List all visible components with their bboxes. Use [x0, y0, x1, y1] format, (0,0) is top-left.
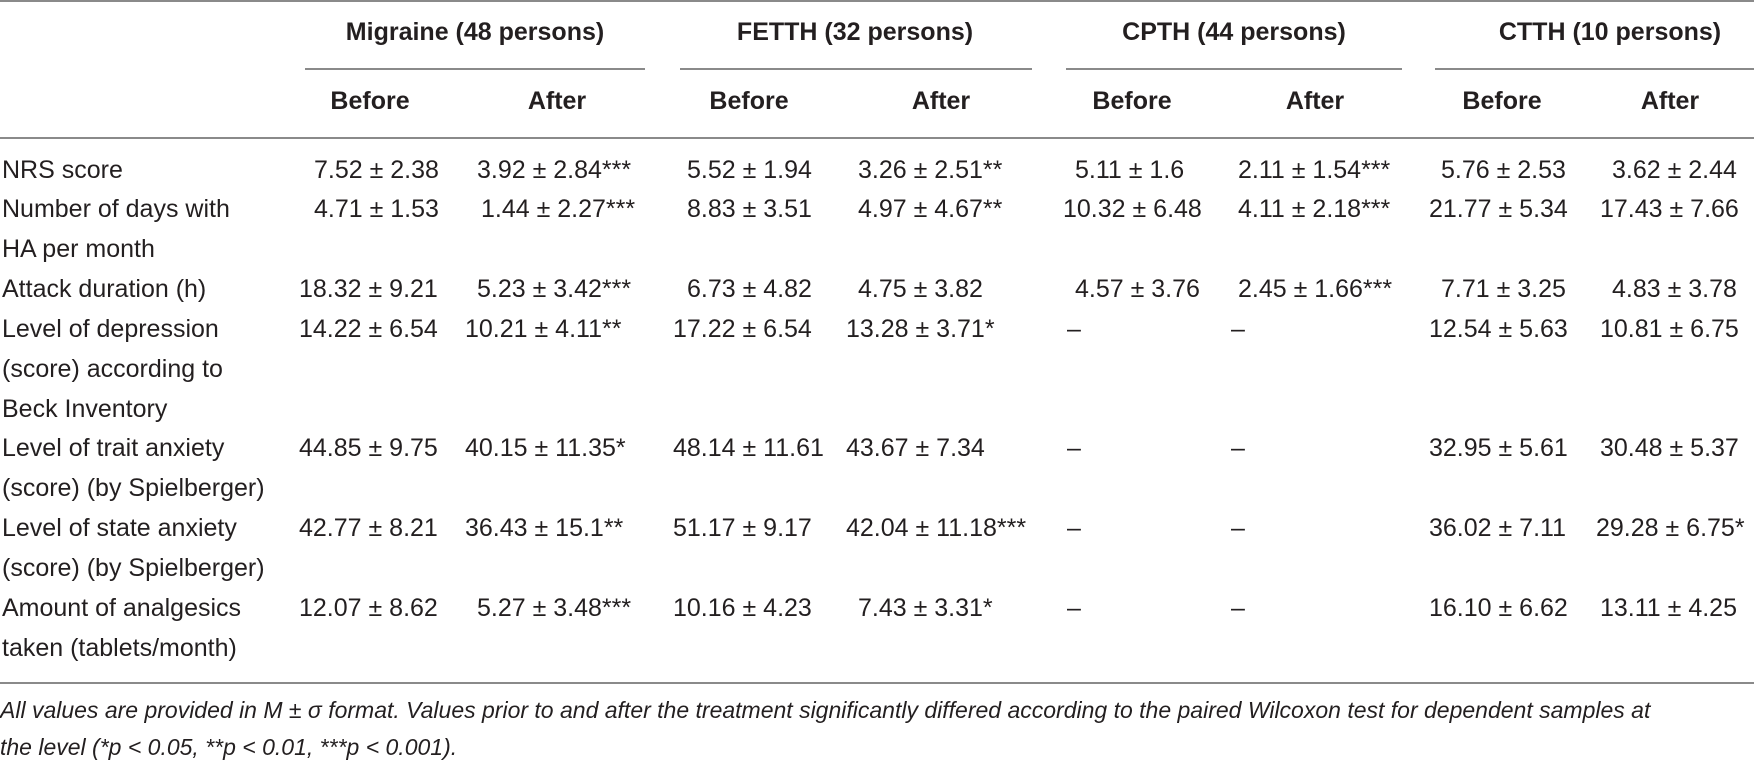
- table-cell: –: [1067, 514, 1081, 542]
- table-cell: 12.07 ± 8.62: [299, 594, 438, 622]
- row-label: Attack duration (h): [2, 275, 207, 303]
- subheader-migraine-after: After: [527, 87, 587, 115]
- table-cell: 10.16 ± 4.23: [673, 594, 812, 622]
- table-cell: 5.23 ± 3.42***: [477, 275, 632, 303]
- table-cell: 5.76 ± 2.53: [1441, 156, 1566, 184]
- subheader-ctth-before: Before: [1462, 87, 1542, 115]
- footnote-line: All values are provided in M ± σ format.…: [0, 697, 1651, 723]
- table-cell: 3.62 ± 2.44: [1612, 156, 1737, 184]
- footnote-line: the level (*p < 0.05, **p < 0.01, ***p <…: [0, 734, 458, 760]
- table-cell: 6.73 ± 4.82: [687, 275, 812, 303]
- subheader-migraine-before: Before: [330, 87, 410, 115]
- table-cell: 4.11 ± 2.18***: [1238, 195, 1391, 223]
- group-rule-fetth: [680, 68, 1032, 70]
- table-cell: 51.17 ± 9.17: [673, 514, 812, 542]
- table-cell: 5.11 ± 1.6: [1075, 156, 1185, 184]
- table-cell: 42.04 ± 11.18***: [846, 514, 1027, 542]
- table-cell: 7.52 ± 2.38: [314, 156, 439, 184]
- group-rule-migraine: [305, 68, 645, 70]
- table-cell: 42.77 ± 8.21: [299, 514, 438, 542]
- subheader-cpth-before: Before: [1092, 87, 1172, 115]
- row-label: Level of state anxiety: [2, 514, 237, 542]
- row-label: Amount of analgesics: [2, 594, 242, 622]
- table-cell: 13.11 ± 4.25: [1600, 594, 1737, 622]
- group-rule-cpth: [1066, 68, 1402, 70]
- table-cell: 36.43 ± 15.1**: [465, 514, 624, 542]
- table-cell: 7.71 ± 3.25: [1441, 275, 1566, 303]
- header-bottom-rule: [0, 137, 1754, 139]
- table-cell: 17.43 ± 7.66: [1600, 195, 1739, 223]
- table-cell: –: [1231, 594, 1245, 622]
- table-cell: 48.14 ± 11.61: [673, 434, 824, 462]
- table-cell: 43.67 ± 7.34: [846, 434, 985, 462]
- table-cell: 30.48 ± 5.37: [1600, 434, 1739, 462]
- row-label: (score) according to: [2, 355, 223, 383]
- table-cell: 2.45 ± 1.66***: [1238, 275, 1393, 303]
- table-cell: 13.28 ± 3.71*: [846, 315, 995, 343]
- group-header-ctth: CTTH (10 persons): [1498, 18, 1722, 46]
- subheader-fetth-before: Before: [709, 87, 789, 115]
- row-label: Number of days with: [2, 195, 230, 223]
- group-header-fetth: FETTH (32 persons): [736, 18, 974, 46]
- table-cell: 32.95 ± 5.61: [1429, 434, 1568, 462]
- table-cell: 29.28 ± 6.75*: [1596, 514, 1745, 542]
- table-cell: 14.22 ± 6.54: [299, 315, 438, 343]
- table-cell: –: [1067, 594, 1081, 622]
- group-rule-ctth: [1435, 68, 1754, 70]
- row-label: NRS score: [2, 156, 123, 184]
- table-cell: 10.32 ± 6.48: [1063, 195, 1202, 223]
- table-cell: 4.83 ± 3.78: [1612, 275, 1737, 303]
- table-cell: 7.43 ± 3.31*: [858, 594, 993, 622]
- table-cell: 17.22 ± 6.54: [673, 315, 812, 343]
- table-cell: 5.52 ± 1.94: [687, 156, 812, 184]
- row-label: Level of depression: [2, 315, 219, 343]
- table-cell: 4.57 ± 3.76: [1075, 275, 1200, 303]
- table-cell: –: [1067, 434, 1081, 462]
- table-cell: 18.32 ± 9.21: [299, 275, 438, 303]
- table-cell: –: [1067, 315, 1081, 343]
- table-top-rule: [0, 0, 1754, 2]
- row-label: Beck Inventory: [2, 395, 168, 423]
- table-cell: 3.26 ± 2.51**: [858, 156, 1003, 184]
- table-cell: 4.97 ± 4.67**: [858, 195, 1003, 223]
- table-cell: –: [1231, 514, 1245, 542]
- row-label: (score) (by Spielberger): [2, 474, 265, 502]
- subheader-fetth-after: After: [911, 87, 971, 115]
- table-cell: 2.11 ± 1.54***: [1238, 156, 1391, 184]
- row-label: HA per month: [2, 235, 155, 263]
- table-cell: 10.81 ± 6.75: [1600, 315, 1739, 343]
- group-header-cpth: CPTH (44 persons): [1122, 18, 1346, 46]
- table-cell: 16.10 ± 6.62: [1429, 594, 1568, 622]
- table-bottom-rule: [0, 682, 1754, 684]
- table-cell: –: [1231, 434, 1245, 462]
- row-label: (score) (by Spielberger): [2, 554, 265, 582]
- table-cell: –: [1231, 315, 1245, 343]
- row-label: taken (tablets/month): [2, 634, 237, 662]
- table-cell: 10.21 ± 4.11**: [465, 315, 622, 343]
- table-cell: 12.54 ± 5.63: [1429, 315, 1568, 343]
- table-cell: 44.85 ± 9.75: [299, 434, 438, 462]
- subheader-cpth-after: After: [1285, 87, 1345, 115]
- row-label: Level of trait anxiety: [2, 434, 225, 462]
- table-cell: 5.27 ± 3.48***: [477, 594, 632, 622]
- table-cell: 21.77 ± 5.34: [1429, 195, 1568, 223]
- table-cell: 8.83 ± 3.51: [687, 195, 812, 223]
- subheader-ctth-after: After: [1640, 87, 1700, 115]
- group-header-migraine: Migraine (48 persons): [345, 18, 605, 46]
- table-cell: 1.44 ± 2.27***: [481, 195, 636, 223]
- table-cell: 36.02 ± 7.11: [1429, 514, 1566, 542]
- table-cell: 40.15 ± 11.35*: [465, 434, 626, 462]
- table-cell: 4.71 ± 1.53: [314, 195, 439, 223]
- table-cell: 3.92 ± 2.84***: [477, 156, 632, 184]
- table-cell: 4.75 ± 3.82: [858, 275, 983, 303]
